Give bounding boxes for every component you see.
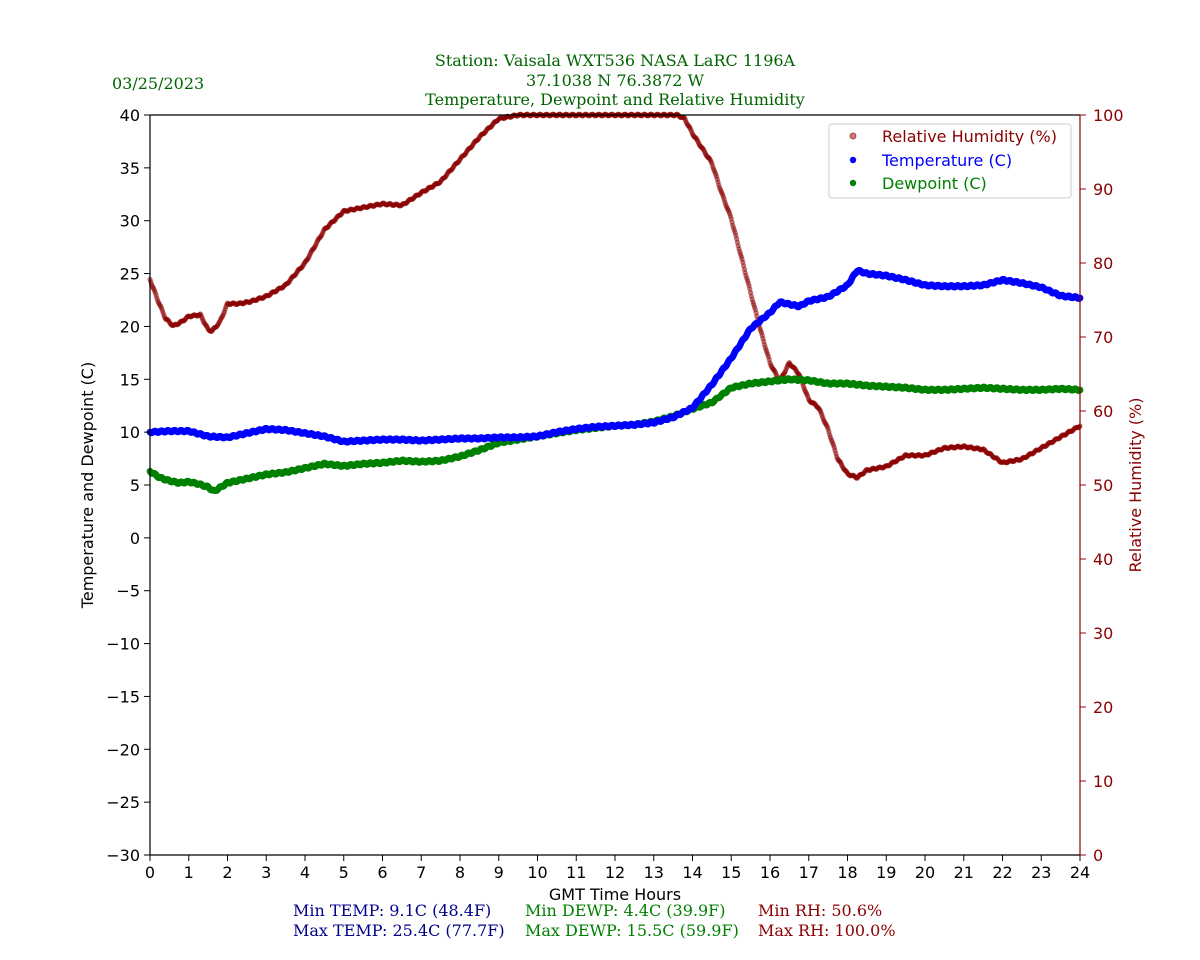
y2-tick-label: 0 (1093, 846, 1103, 865)
y-tick-label: 25 (120, 265, 140, 284)
stat-min-dewp: Min DEWP: 4.4C (39.9F) (525, 901, 726, 920)
y2-tick-label: 100 (1093, 106, 1124, 125)
x-tick-label: 7 (416, 863, 426, 882)
y-tick-label: 40 (120, 106, 140, 125)
date-label: 03/25/2023 (112, 74, 204, 93)
y2-axis-title: Relative Humidity (%) (1126, 398, 1145, 573)
x-tick-label: 20 (915, 863, 935, 882)
stat-min-temp: Min TEMP: 9.1C (48.4F) (293, 901, 491, 920)
y-tick-label: −5 (116, 582, 140, 601)
x-tick-label: 10 (527, 863, 547, 882)
x-tick-label: 9 (494, 863, 504, 882)
x-tick-label: 3 (261, 863, 271, 882)
x-tick-label: 22 (992, 863, 1012, 882)
y2-tick-label: 90 (1093, 180, 1113, 199)
legend-marker-dewpoint (849, 179, 857, 187)
y-tick-label: 10 (120, 423, 140, 442)
y-tick-label: 20 (120, 317, 140, 336)
y-axis-title: Temperature and Dewpoint (C) (78, 362, 97, 609)
x-tick-label: 19 (876, 863, 896, 882)
x-axis-title: GMT Time Hours (549, 885, 681, 904)
x-tick-label: 11 (566, 863, 586, 882)
x-tick-label: 21 (954, 863, 974, 882)
x-tick-label: 1 (184, 863, 194, 882)
x-tick-label: 8 (455, 863, 465, 882)
legend-label-temperature: Temperature (C) (881, 151, 1012, 170)
stat-max-dewp: Max DEWP: 15.5C (59.9F) (525, 921, 739, 940)
legend-box (828, 123, 1072, 199)
x-tick-label: 13 (644, 863, 664, 882)
x-tick-label: 23 (1031, 863, 1051, 882)
x-tick-label: 6 (377, 863, 387, 882)
x-tick-label: 24 (1070, 863, 1090, 882)
stat-max-rh: Max RH: 100.0% (758, 921, 896, 940)
x-tick-label: 2 (222, 863, 232, 882)
y2-tick-label: 20 (1093, 698, 1113, 717)
legend-label-dewpoint: Dewpoint (C) (882, 174, 987, 193)
series-layer (146, 111, 1084, 494)
humidity-series (147, 111, 1083, 481)
y2-tick-label: 10 (1093, 772, 1113, 791)
y-tick-label: 0 (130, 529, 140, 548)
y-tick-label: −15 (106, 687, 140, 706)
y-tick-label: −20 (106, 740, 140, 759)
y-tick-label: 35 (120, 159, 140, 178)
stat-min-rh: Min RH: 50.6% (758, 901, 882, 920)
y-tick-label: 15 (120, 370, 140, 389)
stat-max-temp: Max TEMP: 25.4C (77.7F) (293, 921, 505, 940)
x-tick-label: 4 (300, 863, 310, 882)
legend-marker-temperature (849, 156, 857, 164)
x-tick-label: 14 (682, 863, 702, 882)
x-tick-label: 12 (605, 863, 625, 882)
x-tick-label: 5 (339, 863, 349, 882)
axes-layer: 0 1 2 3 4 5 6 7 8 9 10 11 12 13 14 15 16 17 18 19 20 21 22 23 24… (106, 106, 1123, 882)
legend-marker-humidity (849, 132, 857, 140)
x-tick-label: 0 (145, 863, 155, 882)
y-tick-label: 5 (130, 476, 140, 495)
legend-label-humidity: Relative Humidity (%) (882, 127, 1057, 146)
y-tick-label: −30 (106, 846, 140, 865)
y-tick-label: −25 (106, 793, 140, 812)
y2-tick-label: 40 (1093, 550, 1113, 569)
legend: Relative Humidity (%) Temperature (C) De… (828, 123, 1072, 199)
x-tick-label: 18 (837, 863, 857, 882)
temperature-series (146, 267, 1084, 446)
x-tick-label: 17 (799, 863, 819, 882)
title-variables: Temperature, Dewpoint and Relative Humid… (425, 90, 805, 109)
y2-tick-label: 30 (1093, 624, 1113, 643)
y2-tick-label: 50 (1093, 476, 1113, 495)
x-tick-label: 15 (721, 863, 741, 882)
y2-tick-label: 80 (1093, 254, 1113, 273)
y2-tick-label: 70 (1093, 328, 1113, 347)
y2-tick-label: 60 (1093, 402, 1113, 421)
title-station: Station: Vaisala WXT536 NASA LaRC 1196A (435, 51, 796, 70)
y-tick-label: −10 (106, 635, 140, 654)
x-tick-label: 16 (760, 863, 780, 882)
title-coordinates: 37.1038 N 76.3872 W (526, 71, 705, 90)
y-tick-label: 30 (120, 212, 140, 231)
dewpoint-series (146, 375, 1084, 494)
